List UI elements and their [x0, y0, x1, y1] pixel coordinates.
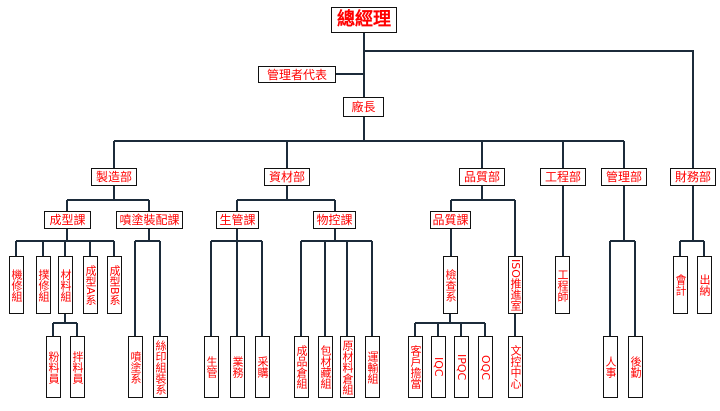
- dept-materials: 資材部: [264, 168, 310, 186]
- plant-manager-box: 廠長: [343, 97, 384, 117]
- unit-transport: 運輸組: [365, 336, 380, 398]
- unit-prod-ctrl: 生管: [204, 336, 219, 398]
- unit-molding-a: 成型A系: [83, 256, 98, 314]
- section-material-control: 物控課: [313, 211, 356, 229]
- unit-inspection: 檢查系: [443, 256, 458, 314]
- unit-packaging-wh: 包材藏組: [318, 336, 333, 398]
- ceo-box: 總經理: [331, 7, 397, 33]
- unit-mixing: 拌料員: [70, 336, 85, 398]
- unit-iqc: IQC: [431, 336, 446, 398]
- unit-iso: ISO推進室: [508, 256, 523, 314]
- mgmt-rep-box: 管理者代表: [258, 66, 336, 83]
- section-spray-assembly: 噴塗裝配課: [116, 211, 183, 229]
- unit-cashier: 出納: [697, 256, 712, 314]
- unit-molding-b: 成型B系: [107, 256, 122, 314]
- unit-customer: 客戶擔當: [408, 336, 423, 398]
- unit-raw-wh: 原材料倉組: [340, 336, 355, 398]
- dept-engineering: 工程部: [540, 168, 586, 186]
- unit-powder: 粉料員: [46, 336, 61, 398]
- section-production-control: 生管課: [216, 211, 259, 229]
- section-molding: 成型課: [44, 211, 91, 229]
- unit-sales: 業務: [230, 336, 245, 398]
- dept-management: 管理部: [601, 168, 647, 186]
- unit-accounting: 會計: [673, 256, 688, 314]
- dept-quality: 品質部: [459, 168, 505, 186]
- unit-ipqc: IPQC: [454, 336, 469, 398]
- dept-manufacturing: 製造部: [91, 168, 137, 186]
- unit-oqc: OQC: [478, 336, 493, 398]
- unit-maintenance: 機修組: [9, 256, 24, 314]
- unit-logistics: 後勤: [628, 336, 643, 398]
- unit-hr: 人事: [603, 336, 618, 398]
- unit-silkscreen: 絲印組裝系: [153, 336, 168, 398]
- unit-doc-center: 文控中心: [508, 336, 523, 398]
- unit-material-group: 材料組: [58, 256, 73, 314]
- unit-spray: 噴塗系: [128, 336, 143, 398]
- unit-finished-wh: 成品倉組: [294, 336, 309, 398]
- unit-repair: 撲修組: [36, 256, 51, 314]
- section-quality: 品質課: [430, 211, 471, 229]
- unit-purchasing: 采購: [255, 336, 270, 398]
- unit-engineer: 工程師: [555, 256, 570, 314]
- dept-finance: 財務部: [670, 168, 716, 186]
